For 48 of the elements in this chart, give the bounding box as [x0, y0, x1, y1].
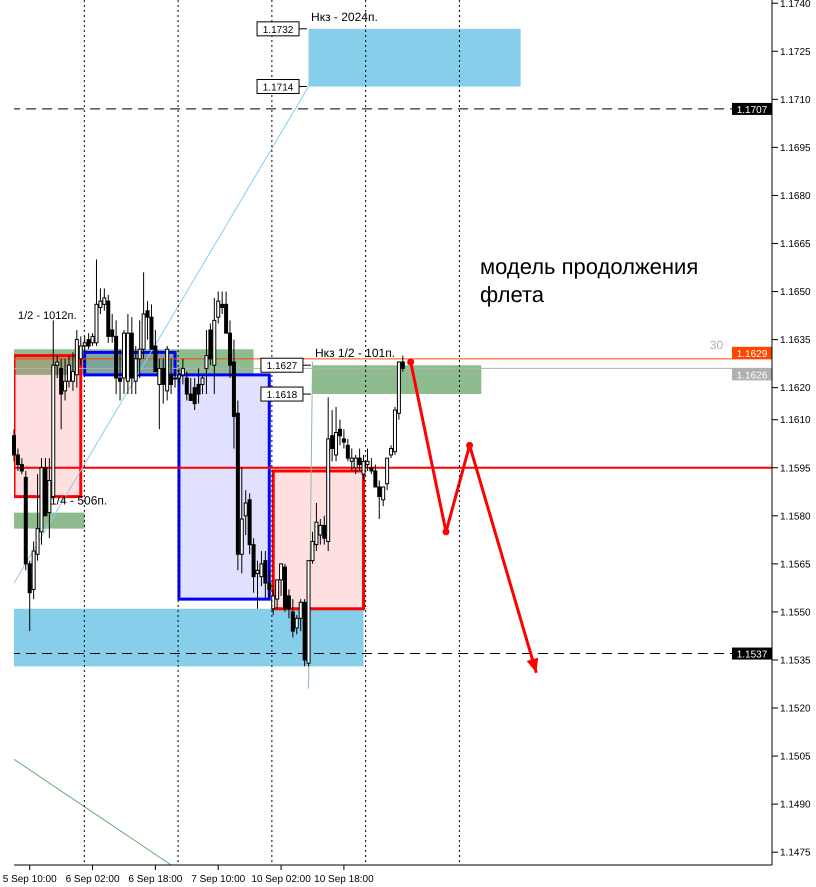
- x-tick-label: 7 Sep 10:00: [191, 874, 246, 885]
- y-tick-label: 1.1620: [780, 383, 812, 394]
- point: [466, 442, 474, 449]
- y-tick-label: 1.1710: [780, 94, 812, 106]
- candlestick: [318, 518, 322, 546]
- annotation: 1.1714: [262, 82, 294, 94]
- candlestick: [365, 448, 370, 472]
- band-label: Нкз - 2024п.: [311, 10, 378, 24]
- x-tick-label: 10 Sep 02:00: [251, 874, 312, 885]
- y-tick-label: 1.1550: [780, 607, 812, 618]
- x-tick-label: 10 Sep 18:00: [314, 874, 374, 885]
- y-tick-label: 1.1490: [780, 800, 812, 811]
- y-tick-label: 1.1565: [780, 559, 812, 570]
- ref-line-label: 1.1629: [736, 348, 768, 360]
- annotation: 30: [710, 338, 724, 352]
- ref-line-label: 1.1626: [736, 370, 768, 382]
- y-tick-label: 1.1680: [780, 190, 812, 202]
- y-tick-label: 1.1535: [780, 656, 812, 667]
- candlestick: [63, 358, 68, 401]
- y-tick-label: 1.1595: [780, 463, 812, 474]
- candlestick: [173, 371, 178, 388]
- ref-line-label: 1.1707: [736, 104, 768, 116]
- annotation: модель продолжения флета: [480, 253, 700, 309]
- band-label: Нкз 1/2 - 101п.: [314, 346, 396, 360]
- annotation: 1.1627: [266, 361, 298, 372]
- x-tick-label: 6 Sep 02:00: [66, 874, 120, 885]
- candlestick: [334, 406, 338, 462]
- y-tick-label: 1.1580: [780, 511, 812, 522]
- x-tick-label: 5 Sep 10:00: [2, 874, 58, 885]
- y-tick-label: 1.1610: [780, 415, 812, 426]
- y-tick-label: 1.1695: [780, 142, 812, 154]
- ref-line-label: 1.1537: [736, 650, 768, 661]
- point: [407, 358, 414, 366]
- y-tick-label: 1.1650: [780, 287, 812, 298]
- y-tick-label: 1.1665: [780, 239, 812, 250]
- y-tick-label: 1.1475: [780, 848, 812, 859]
- y-tick-label: 1.1505: [780, 752, 812, 763]
- y-tick-label: 1.1725: [780, 46, 812, 58]
- y-tick-label: 1.1740: [780, 0, 812, 10]
- x-tick-label: 6 Sep 18:00: [128, 874, 183, 885]
- annotation: 1.1732: [262, 24, 294, 36]
- y-tick-label: 1.1635: [780, 335, 812, 346]
- y-tick-label: 1.1520: [780, 704, 812, 715]
- band-label: 1/2 - 1012п.: [18, 310, 77, 322]
- point: [442, 528, 450, 536]
- annotation: 1.1618: [266, 390, 298, 402]
- candlestick: [86, 332, 91, 350]
- candlestick: [263, 550, 268, 600]
